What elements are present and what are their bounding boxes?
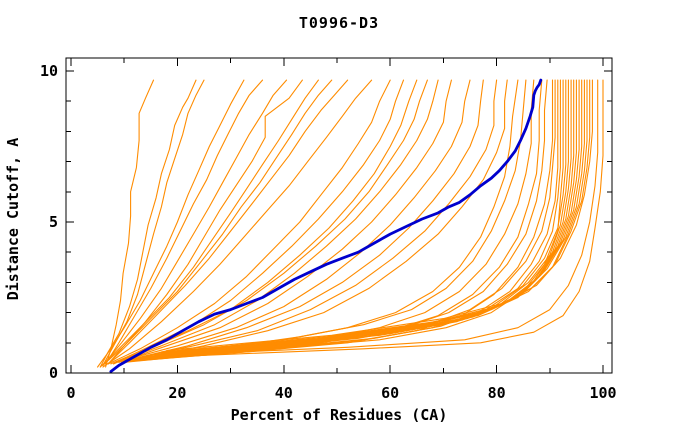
highlighted-model-curve bbox=[109, 78, 543, 373]
model-curve bbox=[118, 79, 452, 363]
model-curve bbox=[123, 79, 543, 363]
x-tick-label: 40 bbox=[275, 384, 293, 402]
model-curve bbox=[113, 79, 428, 365]
model-curve bbox=[120, 79, 471, 362]
model-curve bbox=[155, 79, 580, 356]
model-curve bbox=[171, 79, 599, 356]
plot-border bbox=[65, 57, 613, 374]
x-tick-label: 60 bbox=[381, 384, 399, 402]
curves-layer bbox=[97, 78, 604, 373]
model-curve bbox=[102, 79, 288, 366]
model-curve bbox=[120, 79, 535, 363]
model-curve bbox=[102, 79, 373, 368]
model-curve bbox=[102, 79, 333, 366]
model-curve bbox=[123, 79, 484, 362]
tick-labels: 0 20 40 60 80 100 0 5 10 bbox=[40, 62, 617, 402]
model-curve bbox=[99, 79, 319, 368]
model-curve bbox=[144, 79, 572, 357]
y-tick-label: 10 bbox=[40, 62, 58, 80]
model-curve bbox=[134, 79, 556, 360]
model-curve bbox=[139, 79, 561, 360]
model-curve bbox=[128, 79, 554, 362]
model-curve bbox=[128, 79, 508, 362]
chart-title: T0996-D3 bbox=[299, 14, 379, 32]
x-tick-label: 0 bbox=[66, 384, 75, 402]
x-tick-label: 100 bbox=[589, 384, 616, 402]
model-curve bbox=[139, 79, 567, 359]
model-curve bbox=[160, 79, 585, 354]
model-curve bbox=[166, 79, 593, 351]
model-curve bbox=[110, 79, 418, 365]
model-curve bbox=[102, 79, 205, 366]
model-curve bbox=[105, 79, 155, 368]
model-curve bbox=[123, 79, 498, 362]
model-curve bbox=[99, 79, 197, 368]
model-curve bbox=[115, 79, 439, 363]
model-curve bbox=[150, 79, 577, 356]
model-curve bbox=[97, 79, 245, 368]
x-tick-label: 80 bbox=[488, 384, 506, 402]
axis-ticks bbox=[66, 58, 612, 374]
model-curve bbox=[155, 79, 583, 354]
x-axis-label: Percent of Residues (CA) bbox=[231, 406, 448, 424]
x-tick-label: 20 bbox=[168, 384, 186, 402]
model-curve bbox=[105, 79, 264, 365]
y-axis-label: Distance Cutoff, A bbox=[4, 138, 22, 301]
model-curve bbox=[107, 79, 349, 365]
model-curve bbox=[150, 79, 575, 357]
model-curve bbox=[176, 79, 604, 357]
y-tick-label: 5 bbox=[49, 213, 58, 231]
model-curve bbox=[166, 79, 591, 353]
model-curve bbox=[144, 79, 569, 359]
model-curve bbox=[107, 79, 303, 365]
y-tick-label: 0 bbox=[49, 364, 58, 382]
model-curve bbox=[107, 79, 391, 365]
